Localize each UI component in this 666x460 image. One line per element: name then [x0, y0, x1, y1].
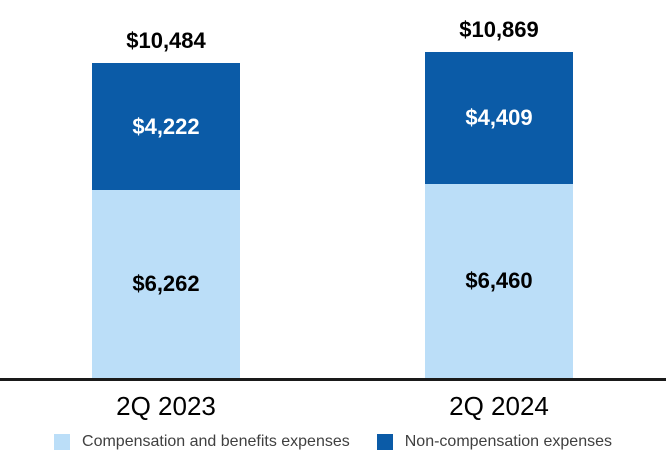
x-axis-label-2q2024: 2Q 2024: [449, 391, 549, 421]
total-value-label: $10,869: [459, 17, 539, 42]
segment-value-label: $6,262: [132, 271, 200, 296]
segment-value-label: $4,222: [132, 113, 200, 139]
segment-compensation-2q2023: $6,262: [92, 190, 240, 378]
legend-item-compensation: Compensation and benefits expenses: [54, 433, 350, 451]
segment-non-compensation-2q2024: $4,409: [425, 52, 573, 184]
legend-label-compensation: Compensation and benefits expenses: [82, 433, 350, 450]
legend: Compensation and benefits expenses Non-c…: [0, 433, 666, 451]
bar-2q-2023: $10,484 $4,222 $6,262: [92, 28, 240, 378]
legend-swatch-non-compensation: [376, 434, 393, 450]
legend-swatch-compensation: [54, 434, 71, 450]
plot-area: $10,484 $4,222 $6,262 $10,869 $4,409 $6,…: [92, 17, 573, 378]
x-axis-line: [0, 378, 666, 381]
legend-label-non-compensation: Non-compensation expenses: [404, 433, 612, 450]
segment-value-label: $4,409: [465, 105, 533, 130]
segment-compensation-2q2024: $6,460: [425, 184, 573, 378]
total-value-label: $10,484: [126, 28, 206, 53]
x-axis-label-2q2023: 2Q 2023: [116, 391, 216, 421]
bar-2q-2024: $10,869 $4,409 $6,460: [425, 17, 573, 378]
segment-non-compensation-2q2023: $4,222: [92, 63, 240, 190]
segment-value-label: $6,460: [465, 268, 533, 293]
legend-item-non-compensation: Non-compensation expenses: [376, 433, 612, 451]
